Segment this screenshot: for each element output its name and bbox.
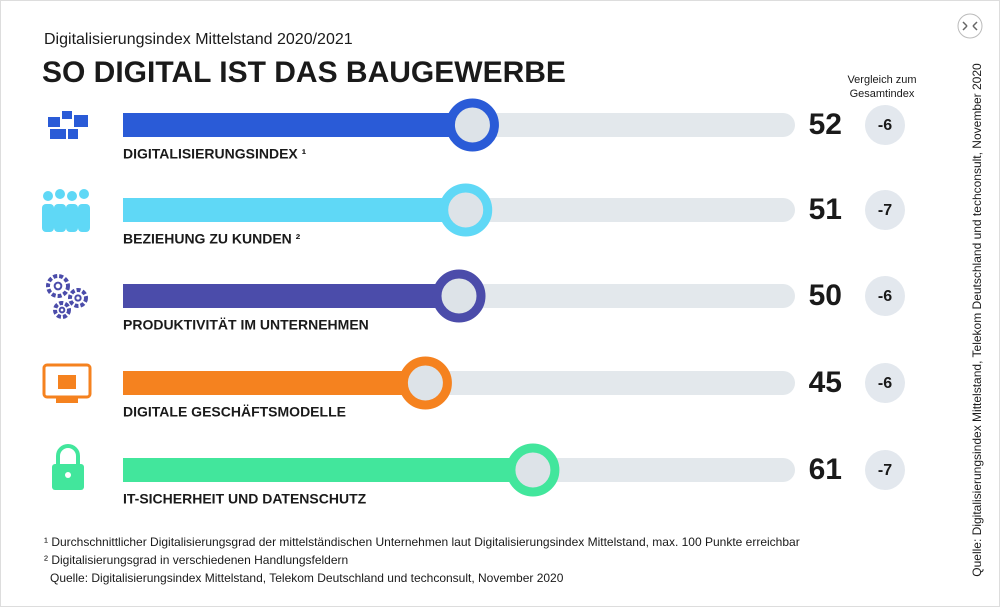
category-label: PRODUKTIVITÄT IM UNTERNEHMEN — [123, 317, 369, 333]
icon-part — [66, 204, 78, 232]
icon-part — [46, 274, 70, 298]
chart-title: SO DIGITAL IST DAS BAUGEWERBE — [42, 56, 566, 89]
icon — [52, 444, 84, 490]
icon-part — [65, 472, 71, 478]
category-label: DIGITALISIERUNGSINDEX ¹ — [123, 146, 307, 162]
icon-part — [48, 117, 60, 127]
side-source: Quelle: Digitalisierungsindex Mittelstan… — [970, 63, 984, 577]
comparison-label: -6 — [878, 117, 892, 134]
knob — [432, 269, 486, 323]
value-label: 51 — [809, 193, 842, 226]
comparison-badge — [865, 105, 905, 145]
comparison-label: -7 — [878, 462, 892, 479]
footnote: ² Digitalisierungsgrad in verschiedenen … — [44, 553, 348, 567]
icon-part — [78, 204, 90, 232]
icon-part — [68, 288, 88, 308]
bar — [123, 371, 426, 395]
category-label: BEZIEHUNG ZU KUNDEN ² — [123, 231, 301, 247]
icon-part — [43, 191, 53, 201]
icon-part — [62, 111, 72, 119]
footnote: Quelle: Digitalisierungsindex Mittelstan… — [50, 571, 564, 585]
icon-part — [54, 204, 66, 232]
category-label: IT-SICHERHEIT UND DATENSCHUTZ — [123, 491, 367, 507]
icon-part — [56, 444, 80, 464]
icon — [42, 363, 92, 403]
icon — [46, 274, 88, 319]
icon-part — [68, 129, 78, 139]
value-label: 50 — [809, 279, 842, 312]
knob — [439, 183, 493, 237]
comparison-title-text: Gesamtindex — [850, 88, 915, 100]
comparison-label: -6 — [878, 375, 892, 392]
icon-part — [42, 204, 54, 232]
footnote: ¹ Durchschnittlicher Digitalisierungsgra… — [44, 535, 800, 549]
icon-part — [67, 191, 77, 201]
comparison-label: -6 — [878, 288, 892, 305]
comparison-badge — [865, 190, 905, 230]
bar — [123, 198, 466, 222]
category-label: DIGITALE GESCHÄFTSMODELLE — [123, 404, 346, 420]
value-label: 52 — [809, 108, 842, 141]
icon-part — [58, 375, 76, 389]
icon-part — [58, 306, 66, 314]
icon-part — [74, 294, 82, 302]
comparison-badge — [865, 363, 905, 403]
icon-part — [79, 189, 89, 199]
expand-button[interactable] — [957, 13, 983, 39]
icon-part — [50, 129, 66, 139]
comparison-badge — [865, 450, 905, 490]
knob — [398, 356, 452, 410]
icon — [42, 189, 90, 232]
bar — [123, 458, 533, 482]
icon-part — [53, 301, 71, 319]
icon-part — [56, 397, 78, 403]
icon-part — [74, 115, 88, 127]
bar — [123, 284, 459, 308]
value-label: 61 — [809, 453, 842, 486]
knob — [506, 443, 560, 497]
icon-part — [55, 189, 65, 199]
icon-part — [53, 281, 63, 291]
value-label: 45 — [809, 366, 842, 399]
subtitle: Digitalisierungsindex Mittelstand 2020/2… — [44, 31, 353, 48]
bar — [123, 113, 473, 137]
comparison-label: -7 — [878, 202, 892, 219]
knob — [445, 98, 499, 152]
comparison-title-text: Vergleich zum — [847, 74, 916, 86]
icon — [48, 111, 88, 139]
comparison-badge — [865, 276, 905, 316]
comparison-title: Vergleich zum Gesamtindex — [847, 74, 916, 100]
